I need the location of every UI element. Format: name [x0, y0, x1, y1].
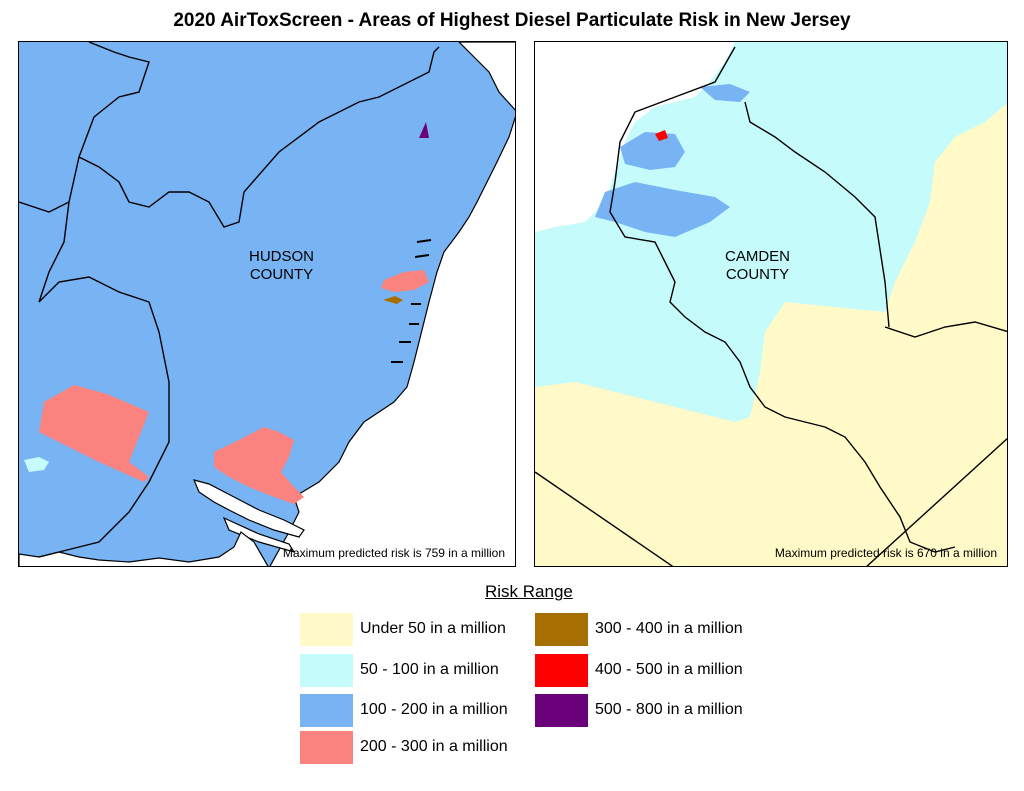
hudson-max-risk-note: Maximum predicted risk is 759 in a milli… — [282, 546, 505, 560]
risk-300-400-area — [383, 296, 403, 304]
camden-diagonal-line-2 — [866, 437, 1007, 566]
legend-item-50-100: 50 - 100 in a million — [300, 653, 499, 687]
camden-county-boundary — [744, 101, 890, 328]
harbor-water-2 — [222, 516, 296, 554]
legend-title: Risk Range — [485, 582, 573, 601]
legend-swatch — [300, 730, 353, 764]
legend-swatch — [300, 612, 353, 646]
camden-map-panel[interactable]: CAMDEN COUNTY Maximum predicted risk is … — [534, 41, 1008, 567]
legend-label: 500 - 800 in a million — [595, 701, 743, 718]
camden-county-label: CAMDEN COUNTY — [725, 248, 790, 284]
legend-label: 400 - 500 in a million — [595, 661, 743, 678]
risk-200-300-area-2 — [214, 427, 304, 504]
legend-label: 50 - 100 in a million — [360, 661, 499, 678]
hudson-map-panel[interactable]: HUDSON COUNTY Maximum predicted risk is … — [18, 41, 516, 567]
camden-diagonal-line-1 — [535, 471, 674, 566]
camden-county-label-line1: CAMDEN — [725, 248, 791, 265]
harbor-water — [192, 479, 305, 538]
risk-200-300-area-3 — [381, 270, 429, 292]
legend-label: Under 50 in a million — [360, 620, 506, 637]
hudson-map — [19, 42, 515, 566]
legend-swatch — [300, 653, 353, 687]
hudson-county-label-line2: COUNTY — [249, 266, 314, 283]
legend-item-100-200: 100 - 200 in a million — [300, 693, 508, 727]
legend-item-200-300: 200 - 300 in a million — [300, 730, 508, 764]
legend-label: 100 - 200 in a million — [360, 701, 508, 718]
delaware-river-water — [535, 42, 735, 232]
risk-50-100-area — [24, 457, 49, 472]
legend-label: 200 - 300 in a million — [360, 738, 508, 755]
legend-item-500-800: 500 - 800 in a million — [535, 693, 743, 727]
risk-500-800-area — [419, 122, 429, 138]
camden-river-boundary — [609, 46, 956, 553]
camden-max-risk-note: Maximum predicted risk is 670 in a milli… — [774, 546, 997, 560]
legend-item-400-500: 400 - 500 in a million — [535, 653, 743, 687]
county-boundary-lines — [38, 42, 440, 558]
risk-400-500-area — [655, 130, 668, 141]
camden-map — [535, 42, 1007, 566]
legend-item-300-400: 300 - 400 in a million — [535, 612, 743, 646]
legend-swatch — [535, 653, 588, 687]
hudson-county-label-line1: HUDSON — [249, 248, 315, 265]
county-boundary-left — [19, 201, 70, 213]
risk-200-300-area-1 — [39, 385, 149, 482]
legend-item-under-50: Under 50 in a million — [300, 612, 506, 646]
pier-lines — [391, 239, 432, 363]
risk-100-200-area-2 — [595, 182, 730, 237]
hudson-river-water — [269, 42, 515, 566]
legend-swatch — [535, 693, 588, 727]
legend-swatch — [535, 612, 588, 646]
risk-100-200-area-1 — [620, 132, 685, 170]
map-title: 2020 AirToxScreen - Areas of Highest Die… — [173, 10, 851, 31]
legend-label: 300 - 400 in a million — [595, 620, 743, 637]
legend-swatch — [300, 693, 353, 727]
risk-100-200-area-3 — [700, 84, 750, 102]
hudson-county-label: HUDSON COUNTY — [249, 248, 314, 284]
camden-county-label-line2: COUNTY — [725, 266, 790, 283]
camden-southeast-boundary — [884, 321, 1007, 338]
